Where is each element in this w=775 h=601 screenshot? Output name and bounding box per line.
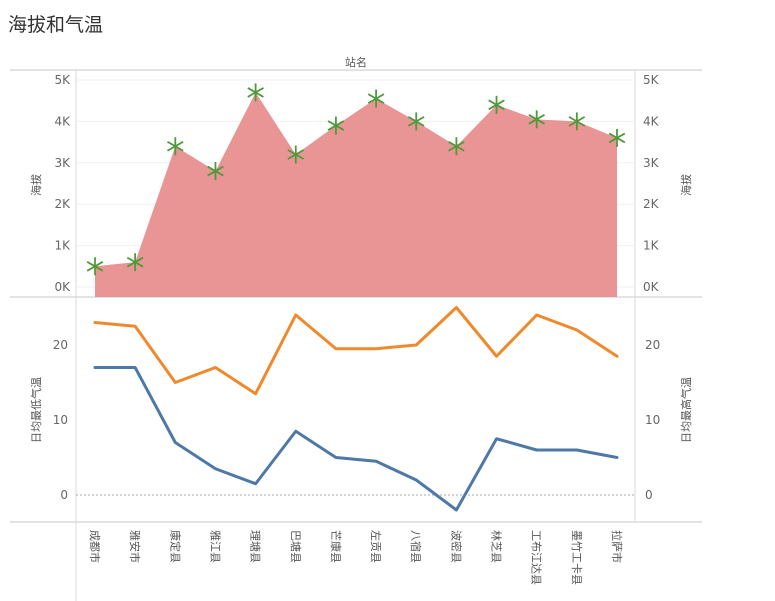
category-label: 拉萨市 — [610, 530, 624, 563]
top-panel: 0K 0K 1K 1K 2K 2K 3K 3K 4K 4K 5K 5K 海拔 海拔 — [29, 73, 693, 297]
category-label: 成都市 — [88, 530, 102, 563]
top-left-tick-label: 5K — [54, 73, 71, 87]
elevation-marker — [568, 112, 586, 131]
top-left-tick-label: 0K — [54, 280, 71, 294]
elevation-marker — [448, 137, 465, 156]
marker-stroke — [407, 116, 425, 127]
top-right-tick-label: 5K — [643, 73, 660, 87]
top-right-tick-label: 1K — [643, 239, 660, 253]
category-label: 雅安市 — [128, 530, 142, 563]
marker-stroke — [608, 132, 626, 144]
bottom-panel: 0 0 10 10 20 20 日均最低气温 日均最高气温 — [29, 306, 693, 512]
column-header: 站名 — [345, 55, 367, 69]
top-left-axis-title: 海拔 — [29, 174, 43, 196]
temperature-line — [93, 366, 619, 512]
category-label: 左贡县 — [369, 530, 382, 563]
chart-title: 海拔和气温 — [8, 14, 104, 36]
marker-stroke — [207, 165, 224, 177]
top-left-tick-label: 3K — [54, 156, 71, 170]
category-label: 墨竹工卡县 — [570, 530, 584, 585]
top-right-tick-label: 4K — [643, 114, 660, 128]
elevation-marker — [488, 95, 505, 114]
marker-stroke — [488, 99, 505, 111]
bottom-left-tick-label: 20 — [53, 338, 68, 352]
marker-stroke — [448, 140, 465, 152]
elevation-marker — [207, 162, 224, 181]
category-label: 林芝县 — [490, 530, 504, 563]
elevation-marker — [167, 137, 184, 156]
elevation-marker — [367, 89, 385, 108]
category-label: 雅江县 — [208, 530, 222, 563]
marker-stroke — [247, 87, 264, 98]
temperature-line — [93, 306, 619, 396]
elevation-marker — [86, 257, 104, 276]
top-right-tick-label: 3K — [643, 156, 660, 170]
top-right-tick-label: 0K — [643, 280, 660, 294]
top-right-tick-label: 2K — [643, 197, 660, 211]
category-label: 八宿县 — [409, 530, 423, 563]
top-left-tick-label: 1K — [54, 239, 71, 253]
category-label: 康定县 — [168, 530, 182, 563]
bottom-left-axis-title: 日均最低气温 — [29, 377, 43, 443]
elevation-marker — [327, 116, 345, 135]
marker-stroke — [86, 261, 104, 272]
marker-stroke — [327, 120, 345, 131]
category-label: 芒康县 — [329, 530, 343, 563]
elevation-area — [95, 92, 617, 297]
elevation-marker — [528, 110, 545, 129]
marker-stroke — [367, 93, 385, 104]
bottom-right-tick-label: 20 — [645, 338, 660, 352]
marker-stroke — [528, 114, 545, 125]
category-label: 工布江达县 — [530, 530, 543, 585]
bottom-right-tick-label: 0 — [645, 488, 653, 502]
elevation-marker — [247, 83, 264, 102]
category-label: 理塘县 — [249, 530, 263, 563]
top-left-tick-label: 4K — [54, 114, 71, 128]
top-left-tick-label: 2K — [54, 197, 71, 211]
bottom-left-tick-label: 0 — [60, 488, 68, 502]
bottom-left-tick-label: 10 — [53, 413, 68, 427]
marker-stroke — [287, 149, 305, 160]
marker-stroke — [568, 116, 586, 127]
top-right-axis-title: 海拔 — [679, 174, 693, 196]
elevation-marker — [287, 145, 305, 164]
bottom-right-axis-title: 日均最高气温 — [679, 377, 693, 443]
marker-stroke — [126, 256, 144, 268]
x-axis: 成都市 雅安市 康定县 雅江县 理塘县 巴塘县 芒康县 左贡县 八宿县 波密县 林芝县 工布江达县 墨竹… — [88, 530, 624, 585]
bottom-right-tick-label: 10 — [645, 413, 660, 427]
elevation-marker — [126, 253, 144, 272]
elevation-marker — [608, 128, 626, 147]
category-label: 波密县 — [449, 530, 463, 563]
elevation-marker — [407, 112, 425, 131]
marker-stroke — [167, 140, 184, 152]
category-label: 巴塘县 — [289, 530, 303, 563]
